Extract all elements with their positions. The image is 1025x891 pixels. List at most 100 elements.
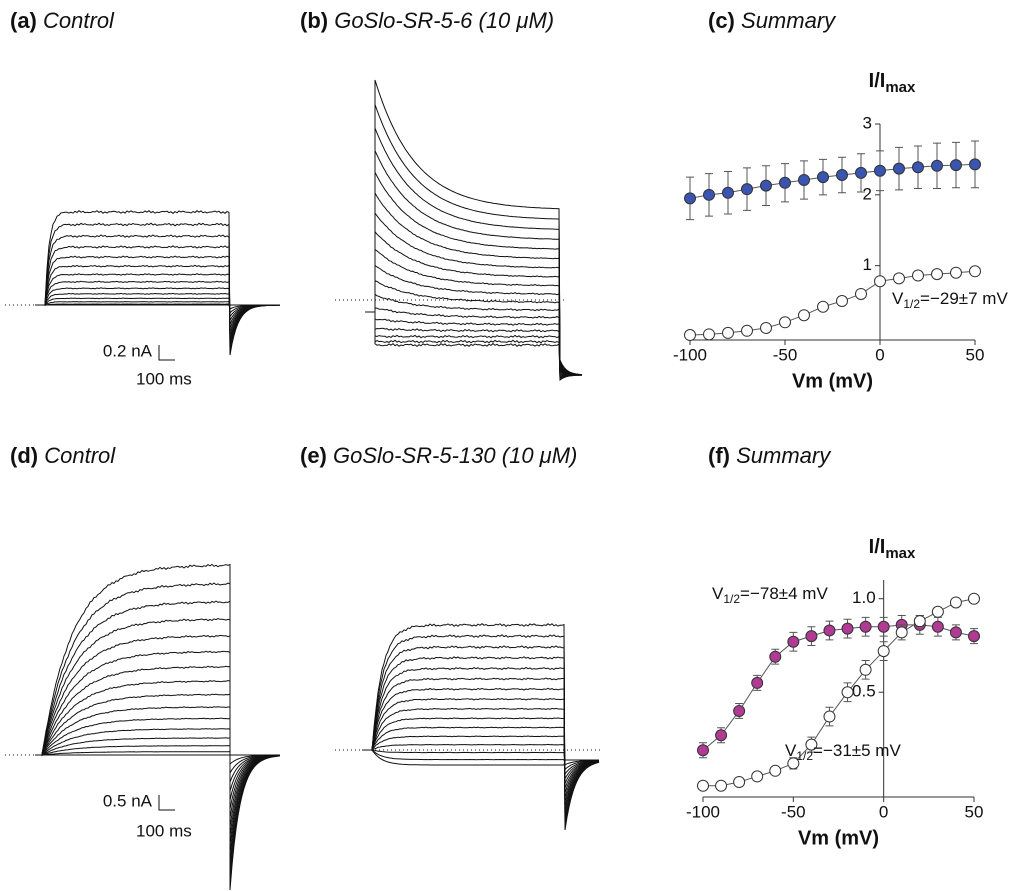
annotation-sub: 1/2 bbox=[903, 297, 920, 311]
current-trace bbox=[365, 280, 582, 376]
current-trace bbox=[35, 273, 280, 333]
current-trace bbox=[365, 311, 582, 376]
y-tick-label: 1 bbox=[863, 255, 872, 274]
data-point bbox=[817, 300, 829, 313]
panel-title: (d) Control bbox=[10, 443, 116, 468]
current-trace bbox=[365, 311, 582, 379]
data-point bbox=[733, 704, 746, 717]
current-trace bbox=[362, 726, 600, 784]
current-trace bbox=[35, 210, 280, 356]
scale-bar bbox=[158, 795, 175, 811]
current-trace bbox=[35, 706, 280, 810]
annotation-text: =−29±7 mV bbox=[920, 289, 1008, 308]
y-label-sub: max bbox=[885, 79, 916, 96]
current-trace bbox=[35, 255, 280, 340]
current-trace bbox=[362, 735, 600, 781]
data-point bbox=[769, 764, 782, 777]
data-point bbox=[968, 592, 980, 605]
current-trace bbox=[365, 311, 583, 381]
current-trace bbox=[362, 677, 600, 807]
y-tick-label: 0.5 bbox=[852, 682, 876, 701]
x-tick-label: 50 bbox=[966, 345, 985, 364]
current-trace bbox=[35, 717, 281, 801]
current-trace bbox=[35, 303, 280, 310]
data-point bbox=[855, 166, 867, 179]
current-trace bbox=[35, 751, 280, 766]
data-point bbox=[817, 171, 829, 184]
data-point bbox=[969, 265, 981, 278]
series-line bbox=[689, 163, 976, 199]
scale-label: 100 ms bbox=[136, 369, 192, 388]
current-trace bbox=[365, 104, 583, 376]
data-point bbox=[779, 176, 791, 189]
data-point bbox=[703, 188, 715, 201]
data-point bbox=[859, 620, 872, 633]
current-trace bbox=[362, 749, 600, 771]
data-point bbox=[779, 316, 791, 329]
annotation-sub: 1/2 bbox=[796, 749, 813, 763]
current-trace bbox=[362, 666, 600, 812]
data-point bbox=[877, 645, 890, 658]
y-axis-label: I/Imax bbox=[869, 70, 916, 96]
data-point bbox=[841, 686, 854, 699]
current-trace bbox=[35, 745, 280, 775]
current-trace bbox=[35, 222, 280, 352]
x-tick-label: 0 bbox=[875, 345, 884, 364]
data-point bbox=[805, 738, 818, 751]
x-tick-label: -100 bbox=[686, 802, 720, 821]
data-point bbox=[949, 626, 962, 639]
data-point bbox=[931, 159, 943, 172]
data-point bbox=[874, 164, 886, 177]
panel-title: (a) Control bbox=[10, 8, 115, 33]
data-point bbox=[874, 275, 886, 288]
data-point bbox=[950, 159, 962, 172]
annotation-sub: 1/2 bbox=[723, 592, 740, 606]
current-trace bbox=[35, 292, 280, 323]
current-trace bbox=[35, 297, 280, 318]
current-trace bbox=[362, 743, 600, 776]
current-trace bbox=[35, 234, 280, 348]
data-point bbox=[798, 309, 810, 322]
y-label-sub: max bbox=[885, 545, 916, 562]
data-point bbox=[733, 776, 746, 789]
data-point bbox=[859, 663, 872, 676]
current-trace bbox=[365, 172, 583, 376]
data-point bbox=[893, 272, 905, 285]
current-trace bbox=[362, 623, 600, 831]
data-point bbox=[760, 179, 772, 192]
x-tick-label: 0 bbox=[879, 802, 888, 821]
data-point bbox=[836, 295, 848, 308]
current-trace bbox=[35, 264, 280, 336]
data-point bbox=[769, 650, 782, 663]
current-trace bbox=[35, 665, 281, 837]
current-trace bbox=[365, 150, 583, 376]
current-trace bbox=[362, 656, 600, 817]
x-tick-label: -50 bbox=[773, 345, 798, 364]
data-point bbox=[722, 186, 734, 199]
panel-title: (b) GoSlo-SR-5-6 (10 μM) bbox=[300, 8, 554, 33]
data-point bbox=[703, 328, 715, 341]
current-trace bbox=[365, 79, 583, 376]
series-line bbox=[703, 598, 975, 787]
current-trace bbox=[365, 211, 583, 376]
series-line bbox=[689, 270, 976, 336]
current-trace bbox=[362, 749, 599, 766]
annotation-v: V bbox=[712, 584, 724, 603]
x-tick-label: 50 bbox=[965, 802, 984, 821]
current-trace bbox=[35, 634, 281, 855]
current-trace bbox=[362, 634, 600, 826]
current-trace bbox=[35, 563, 281, 891]
panel-title: (e) GoSlo-SR-5-130 (10 μM) bbox=[300, 443, 577, 468]
data-point bbox=[913, 615, 926, 628]
y-tick-label: 3 bbox=[863, 113, 872, 132]
annotation-v: V bbox=[785, 741, 797, 760]
y-axis-label: I/Imax bbox=[869, 536, 916, 562]
current-trace bbox=[362, 645, 600, 821]
scale-label: 0.5 nA bbox=[103, 791, 153, 810]
data-point bbox=[715, 779, 728, 792]
data-point bbox=[805, 630, 818, 643]
data-point bbox=[893, 162, 905, 175]
y-tick-label: 1.0 bbox=[852, 588, 876, 607]
x-tick-label: -100 bbox=[673, 345, 707, 364]
current-trace bbox=[35, 693, 281, 819]
